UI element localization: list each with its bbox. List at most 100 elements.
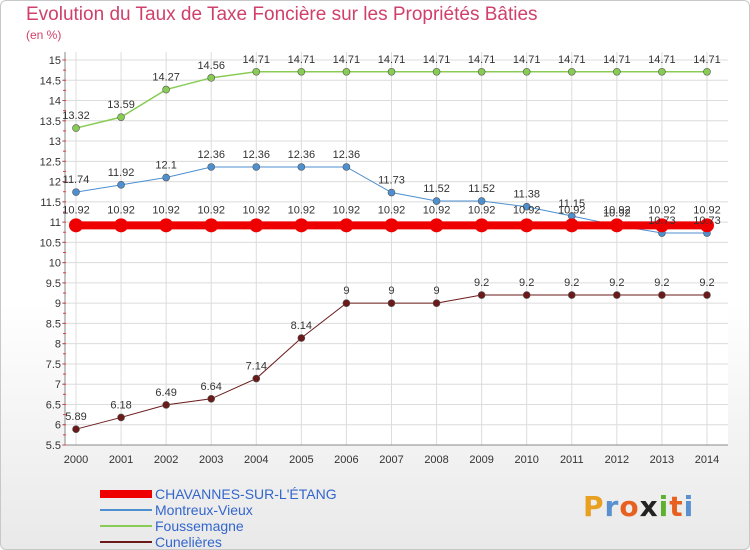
data-point — [613, 291, 621, 299]
data-label: 10.92 — [333, 204, 361, 216]
data-point — [342, 163, 351, 171]
data-point — [162, 85, 170, 94]
data-label: 9 — [388, 285, 394, 297]
logo-letter: t — [669, 490, 684, 523]
data-label: 10.73 — [648, 215, 676, 227]
data-label: 12.36 — [243, 149, 271, 161]
x-tick-label: 2006 — [334, 454, 358, 466]
data-point — [297, 334, 306, 342]
y-tick-label: 13 — [49, 136, 61, 148]
data-label: 9 — [433, 285, 439, 297]
y-tick-label: 7.5 — [46, 359, 61, 371]
data-point — [297, 67, 306, 76]
data-label: 10.92 — [62, 204, 90, 216]
data-label: 5.89 — [65, 411, 86, 423]
data-label: 6.64 — [200, 381, 221, 393]
data-point — [162, 401, 170, 409]
data-label: 10.92 — [603, 207, 631, 219]
data-point — [69, 218, 83, 233]
data-label: 10.92 — [107, 204, 135, 216]
y-tick-label: 14 — [49, 96, 61, 108]
legend-label: Cunelières — [155, 534, 222, 550]
data-point — [249, 218, 264, 233]
data-point — [297, 163, 306, 171]
data-label: 10.92 — [243, 204, 271, 216]
data-point — [342, 67, 351, 76]
data-point — [703, 291, 711, 299]
legend-label: Foussemagne — [155, 518, 244, 534]
data-point — [207, 394, 216, 403]
data-label: 12.36 — [288, 149, 316, 161]
y-tick-label: 14.5 — [40, 75, 61, 87]
x-tick-label: 2002 — [154, 454, 178, 466]
data-label: 12.1 — [155, 160, 176, 172]
y-tick-label: 13.5 — [40, 116, 61, 128]
data-point — [613, 67, 621, 76]
x-tick-label: 2008 — [424, 454, 448, 466]
data-label: 14.71 — [648, 54, 676, 66]
data-label: 10.92 — [468, 204, 496, 216]
data-point — [387, 299, 396, 307]
data-label: 14.71 — [558, 54, 586, 66]
data-label: 10.92 — [693, 204, 721, 216]
data-label: 13.59 — [107, 99, 135, 111]
legend-label: CHAVANNES-SUR-L'ÉTANG — [155, 486, 337, 502]
data-label: 11.74 — [63, 174, 90, 186]
legend-swatch — [100, 525, 152, 527]
data-label: 11.73 — [378, 175, 405, 187]
data-point — [117, 413, 125, 422]
data-point — [72, 188, 80, 196]
data-point — [564, 218, 579, 233]
data-label: 11.52 — [423, 183, 450, 195]
y-tick-label: 7 — [55, 379, 61, 391]
x-tick-label: 2010 — [514, 454, 538, 466]
y-tick-label: 8 — [55, 339, 61, 351]
data-point — [114, 218, 129, 233]
y-tick-label: 11 — [50, 217, 61, 229]
data-point — [252, 163, 261, 171]
x-tick-label: 2000 — [64, 454, 88, 466]
logo-letter: x — [639, 490, 659, 523]
data-label: 10.92 — [558, 204, 586, 216]
data-label: 14.71 — [378, 54, 406, 66]
data-label: 10.92 — [513, 204, 541, 216]
data-point — [384, 218, 399, 233]
y-tick-label: 6.5 — [46, 399, 61, 411]
chart-title: Evolution du Taux de Taxe Foncière sur l… — [26, 4, 538, 25]
data-label: 10.92 — [288, 204, 316, 216]
x-tick-label: 2003 — [199, 454, 223, 466]
data-label: 11.92 — [108, 167, 135, 179]
data-label: 10.92 — [152, 204, 180, 216]
data-point — [387, 67, 396, 76]
y-tick-label: 15 — [49, 55, 61, 67]
data-point — [252, 374, 261, 383]
legend-swatch — [100, 541, 152, 543]
data-label: 10.92 — [423, 204, 451, 216]
data-point — [522, 67, 531, 76]
data-point — [432, 299, 441, 307]
data-point — [522, 202, 531, 211]
x-tick-label: 2014 — [695, 454, 719, 466]
data-label: 10.92 — [378, 204, 406, 216]
data-point — [72, 124, 80, 132]
y-tick-label: 10.5 — [40, 237, 61, 249]
legend-swatch — [100, 490, 152, 498]
data-label: 8.14 — [291, 320, 312, 332]
data-point — [477, 67, 486, 76]
x-tick-label: 2011 — [560, 454, 584, 466]
data-point — [474, 218, 489, 233]
data-label: 9 — [343, 285, 349, 297]
data-label: 10.92 — [648, 204, 676, 216]
y-tick-label: 12 — [49, 177, 61, 189]
data-label: 9.2 — [699, 277, 714, 289]
x-tick-label: 2004 — [244, 454, 268, 466]
data-label: 9.2 — [654, 277, 669, 289]
logo-letter: o — [619, 490, 640, 523]
data-label: 6.49 — [155, 387, 176, 399]
legend-label: Montreux-Vieux — [155, 502, 253, 518]
x-tick-label: 2007 — [379, 454, 403, 466]
data-point — [699, 218, 714, 233]
data-point — [204, 218, 219, 233]
data-label: 14.71 — [333, 54, 361, 66]
